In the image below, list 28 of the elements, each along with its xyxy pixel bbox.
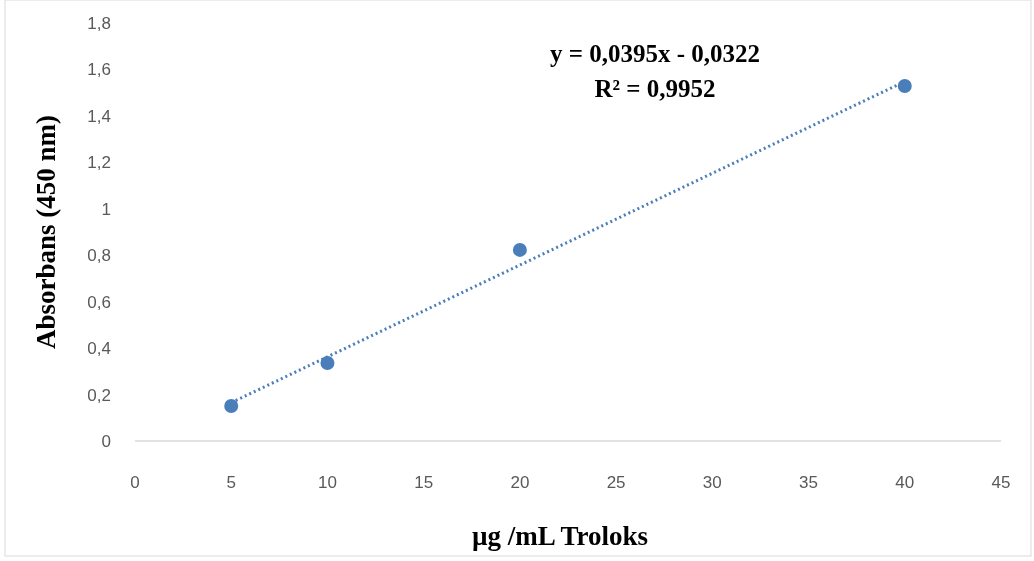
x-tick-label: 25: [606, 473, 626, 492]
y-tick-label: 0,4: [87, 339, 111, 359]
y-tick-label: 1: [101, 199, 111, 219]
point: [512, 242, 527, 257]
x-axis-title: µg /mL Troloks: [471, 521, 649, 551]
point: [897, 78, 912, 93]
x-tick-label: 5: [226, 473, 236, 492]
y-axis-title: Absorbans (450 nm): [31, 114, 61, 350]
y-tick-label: 1,2: [87, 153, 111, 173]
x-tick-label: 20: [510, 473, 530, 492]
y-tick-label: 0: [101, 432, 111, 451]
x-tick-label: 10: [317, 473, 337, 492]
x-tick-label: 45: [991, 473, 1011, 492]
x-tick-label: 15: [414, 473, 434, 492]
y-tick-label: 1,6: [87, 60, 111, 80]
x-tick-label: 35: [799, 473, 819, 492]
x-tick-label: 30: [702, 473, 722, 492]
y-tick-label: 0,2: [87, 385, 111, 405]
point: [224, 398, 239, 413]
annotation: y = 0,0395x - 0,0322: [549, 40, 761, 67]
annotation: R² = 0,9952: [594, 75, 716, 102]
y-tick-label: 0,6: [87, 292, 111, 312]
y-tick-label: 1,4: [87, 106, 111, 126]
x-tick-label: 40: [895, 473, 915, 492]
point: [320, 355, 335, 370]
x-tick-label: 0: [130, 473, 140, 492]
y-tick-label: 0,8: [87, 246, 111, 266]
y-tick-label: 1,8: [87, 14, 111, 33]
